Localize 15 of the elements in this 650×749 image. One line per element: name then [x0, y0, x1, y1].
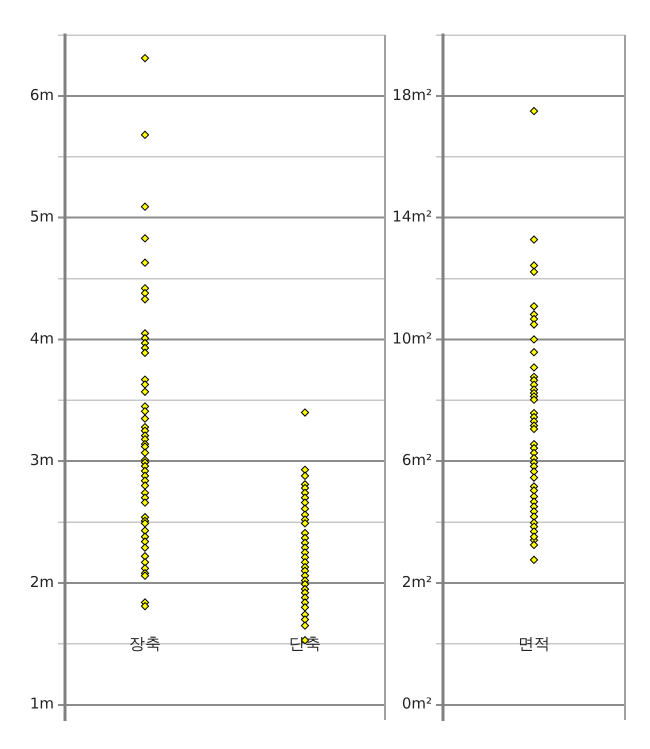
- y-tick-label: 6m: [30, 86, 54, 104]
- y-tick-label: 5m: [30, 208, 54, 226]
- y-tick-label: 14m²: [392, 208, 432, 226]
- y-tick-label: 6m²: [402, 451, 432, 470]
- y-tick-label: 1m: [30, 694, 54, 713]
- y-tick-label: 2m: [30, 572, 54, 591]
- x-tick-label: 면적: [518, 634, 550, 654]
- y-tick-label: 3m: [30, 451, 54, 470]
- x-tick-label: 단축: [289, 634, 321, 654]
- y-tick-label: 4m: [30, 329, 54, 348]
- y-tick-label: 10m²: [392, 329, 432, 348]
- y-tick-label: 18m²: [392, 86, 432, 104]
- y-tick-label: 0m²: [402, 694, 432, 713]
- y-tick-label: 2m²: [402, 572, 432, 591]
- x-tick-label: 장축: [129, 634, 161, 654]
